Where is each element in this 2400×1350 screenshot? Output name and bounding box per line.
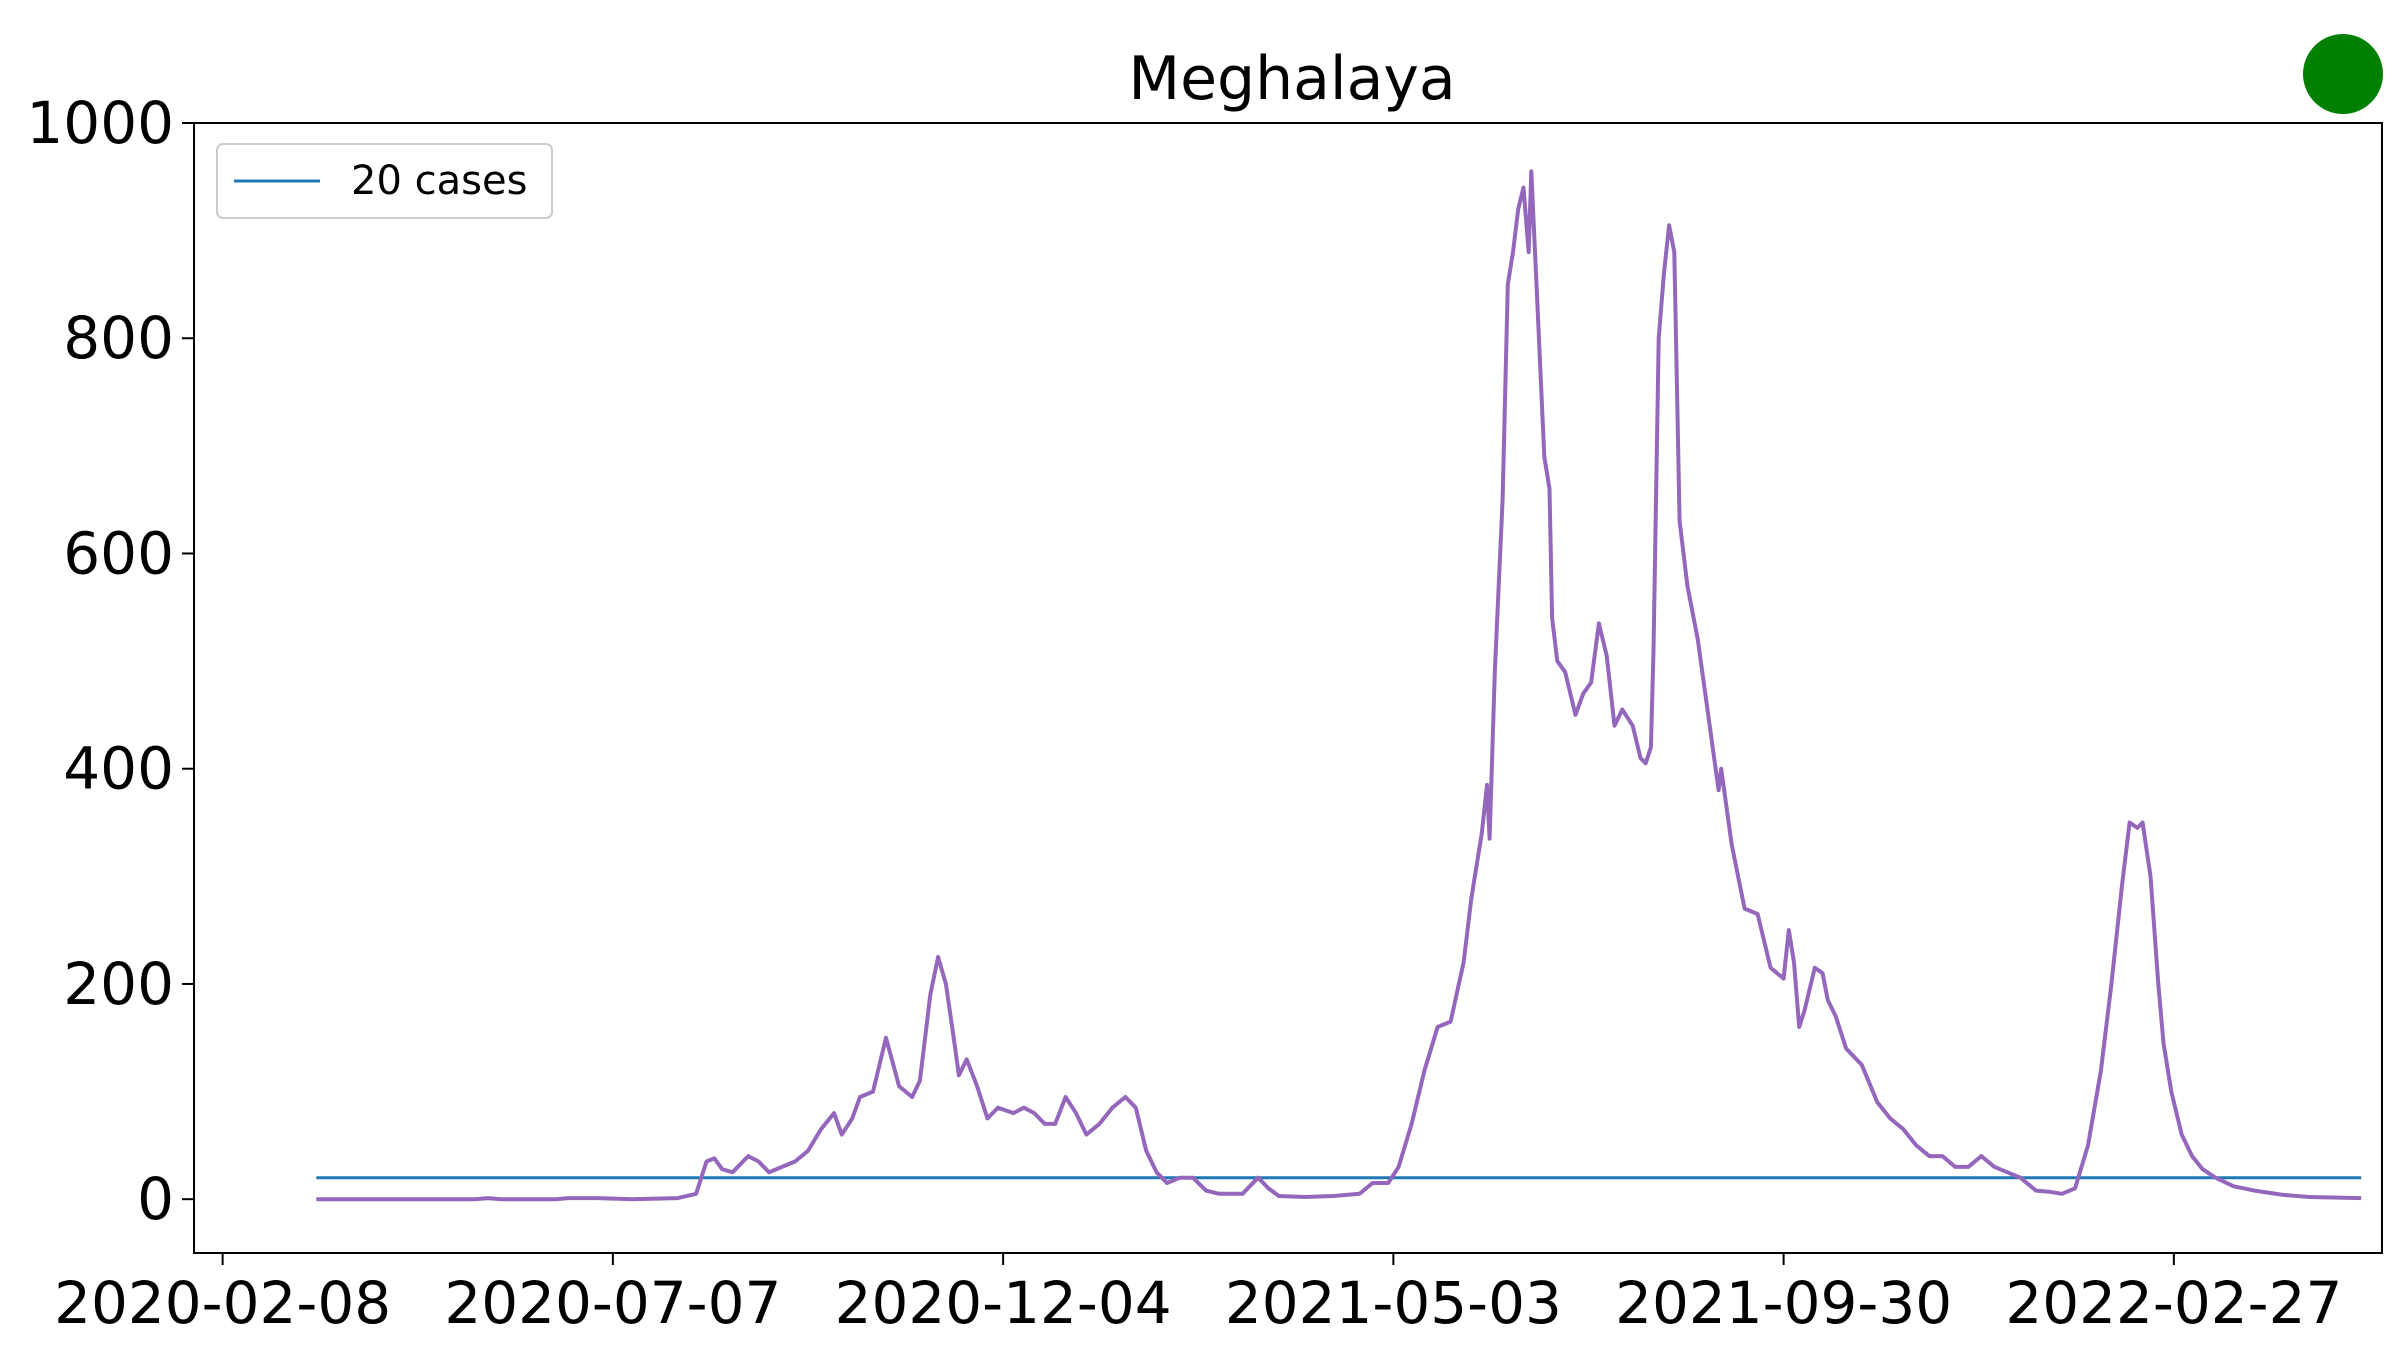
x-tick-label: 2022-02-27 — [2005, 1269, 2342, 1337]
y-tick-label: 400 — [63, 735, 174, 803]
x-tick-label: 2021-05-03 — [1225, 1269, 1562, 1337]
x-tick-label: 2020-12-04 — [835, 1269, 1172, 1337]
x-axis: 2020-02-08 2020-07-07 2020-12-04 2021-05-03… — [54, 1253, 2342, 1337]
plot-area — [193, 122, 2383, 1254]
x-tick-label: 2020-02-08 — [54, 1269, 391, 1337]
y-tick-label: 800 — [63, 304, 174, 372]
legend-label-20-cases: 20 cases — [351, 158, 527, 204]
chart-title: Meghalaya — [1128, 44, 1455, 114]
legend: 20 cases — [216, 143, 553, 219]
status-indicator-dot — [2303, 34, 2383, 114]
legend-box — [216, 143, 553, 219]
y-tick-label: 1000 — [26, 89, 174, 157]
y-tick-label: 0 — [137, 1165, 174, 1233]
series-line-cases — [316, 169, 2362, 1202]
y-tick-label: 200 — [63, 950, 174, 1018]
x-tick-label: 2021-09-30 — [1615, 1269, 1952, 1337]
x-tick-label: 2020-07-07 — [444, 1269, 781, 1337]
series-layer — [316, 169, 2362, 1202]
y-tick-label: 600 — [63, 519, 174, 587]
y-axis: 0 200 400 600 800 1000 — [26, 89, 194, 1233]
